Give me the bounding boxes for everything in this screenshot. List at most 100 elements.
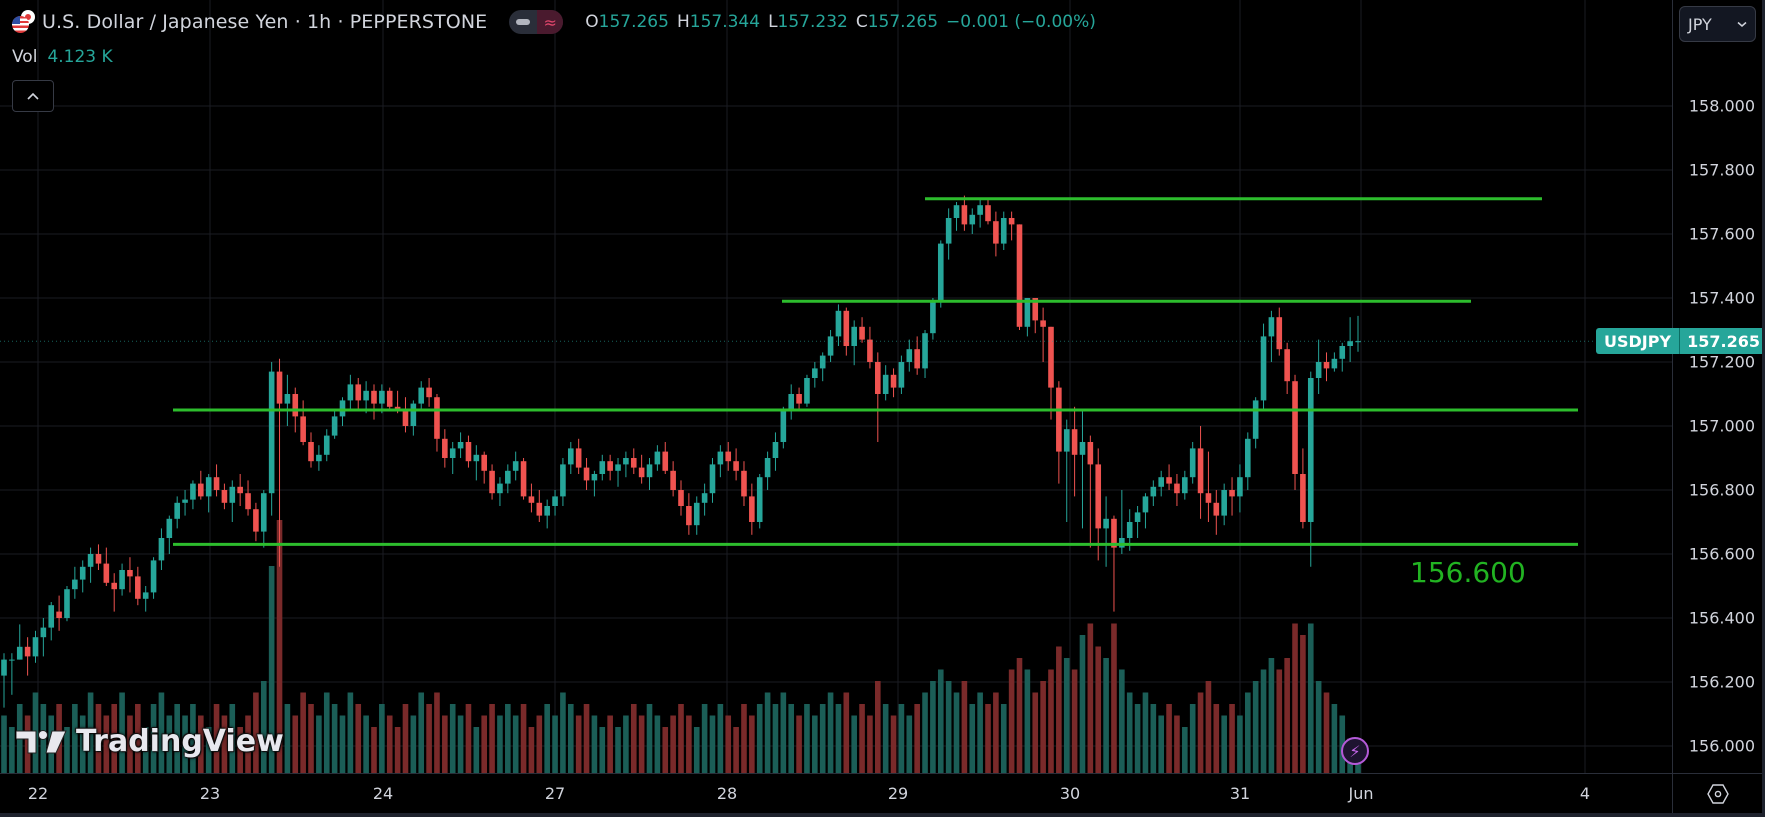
candle-body[interactable] [308, 442, 314, 462]
candle-body[interactable] [961, 205, 968, 225]
candle-body[interactable] [229, 486, 236, 503]
candle-body[interactable] [835, 310, 842, 337]
candle-body[interactable] [898, 362, 905, 388]
candle-body[interactable] [1016, 224, 1023, 327]
candle-body[interactable] [930, 301, 936, 334]
candle-body[interactable] [1331, 358, 1338, 369]
candle-body[interactable] [426, 387, 432, 398]
candle-body[interactable] [64, 589, 70, 618]
candle-body[interactable] [127, 570, 133, 577]
candle-body[interactable] [9, 659, 15, 661]
candle-body[interactable] [1323, 362, 1330, 369]
candle-body[interactable] [347, 384, 354, 401]
candle-body[interactable] [733, 461, 739, 471]
candle-body[interactable] [1213, 502, 1220, 516]
candle-body[interactable] [473, 454, 480, 462]
candle-body[interactable] [260, 493, 267, 532]
candle-body[interactable] [630, 458, 637, 468]
candle-body[interactable] [906, 349, 913, 362]
candle-body[interactable] [489, 470, 495, 494]
candle-body[interactable] [205, 477, 212, 497]
candle-body[interactable] [914, 349, 920, 369]
candle-body[interactable] [536, 502, 543, 516]
candle-body[interactable] [379, 390, 385, 404]
currency-selector[interactable]: JPY [1679, 6, 1756, 42]
candle-body[interactable] [670, 470, 676, 490]
candle-body[interactable] [591, 474, 598, 481]
candle-body[interactable] [867, 339, 873, 362]
candle-body[interactable] [142, 592, 149, 599]
candle-body[interactable] [764, 458, 771, 478]
support-level-label[interactable]: 156.600 [1410, 556, 1526, 589]
candle-body[interactable] [135, 576, 141, 599]
candle-body[interactable] [221, 490, 228, 503]
candle-body[interactable] [284, 394, 291, 404]
candle-body[interactable] [79, 566, 86, 580]
candle-body[interactable] [1000, 218, 1007, 244]
candlestick-chart[interactable] [0, 0, 1672, 773]
candle-body[interactable] [24, 646, 31, 657]
candle-body[interactable] [749, 496, 755, 522]
candle-body[interactable] [1048, 326, 1054, 388]
candle-body[interactable] [709, 464, 716, 494]
candle-body[interactable] [1079, 442, 1086, 455]
candle-body[interactable] [599, 461, 606, 474]
candle-body[interactable] [103, 563, 110, 583]
candle-body[interactable] [119, 570, 125, 590]
candle-body[interactable] [1158, 477, 1164, 487]
candle-body[interactable] [371, 390, 377, 404]
candle-body[interactable] [1244, 438, 1251, 478]
candle-body[interactable] [1063, 429, 1070, 452]
candle-body[interactable] [1166, 477, 1172, 484]
candle-body[interactable] [1315, 362, 1322, 378]
candle-body[interactable] [890, 374, 897, 388]
candle-body[interactable] [607, 461, 613, 471]
candle-body[interactable] [725, 451, 732, 462]
candle-body[interactable] [339, 400, 346, 417]
candle-body[interactable] [1142, 496, 1149, 513]
candle-body[interactable] [1134, 512, 1141, 522]
candle-body[interactable] [520, 461, 527, 497]
candle-body[interactable] [253, 509, 259, 532]
candle-body[interactable] [1347, 341, 1353, 346]
candle-body[interactable] [583, 467, 590, 481]
candle-body[interactable] [575, 448, 582, 468]
candle-body[interactable] [1307, 378, 1314, 522]
candle-body[interactable] [40, 627, 47, 638]
candle-body[interactable] [552, 496, 558, 506]
candle-body[interactable] [331, 416, 338, 436]
candle-body[interactable] [693, 502, 700, 526]
candle-body[interactable] [686, 506, 692, 526]
candle-body[interactable] [87, 554, 94, 567]
candle-body[interactable] [465, 442, 472, 462]
candle-body[interactable] [615, 464, 621, 471]
candle-body[interactable] [16, 646, 23, 660]
candle-body[interactable] [560, 464, 566, 497]
candle-body[interactable] [654, 451, 661, 465]
candle-body[interactable] [1182, 477, 1188, 494]
candle-body[interactable] [1252, 400, 1259, 439]
candle-body[interactable] [410, 403, 417, 426]
candle-body[interactable] [993, 221, 999, 244]
candle-body[interactable] [859, 326, 865, 340]
candle-body[interactable] [1284, 349, 1290, 382]
candle-body[interactable] [701, 493, 708, 503]
candle-body[interactable] [1071, 429, 1078, 455]
candle-body[interactable] [481, 454, 487, 471]
candle-body[interactable] [292, 394, 299, 417]
candle-body[interactable] [111, 582, 118, 590]
candle-body[interactable] [158, 538, 165, 561]
candle-body[interactable] [457, 442, 464, 449]
candle-body[interactable] [56, 611, 62, 618]
candle-body[interactable] [72, 579, 78, 590]
candle-body[interactable] [95, 554, 102, 564]
candle-body[interactable] [497, 483, 503, 494]
price-axis[interactable]: 158.000 157.800 157.600 157.400 157.200 157.0… [1672, 0, 1763, 773]
candle-body[interactable] [1260, 336, 1267, 401]
candle-body[interactable] [827, 336, 834, 356]
candle-body[interactable] [1087, 442, 1094, 465]
candle-body[interactable] [1056, 387, 1062, 452]
candle-body[interactable] [268, 371, 275, 494]
candle-body[interactable] [1032, 298, 1039, 321]
candle-body[interactable] [32, 637, 39, 657]
